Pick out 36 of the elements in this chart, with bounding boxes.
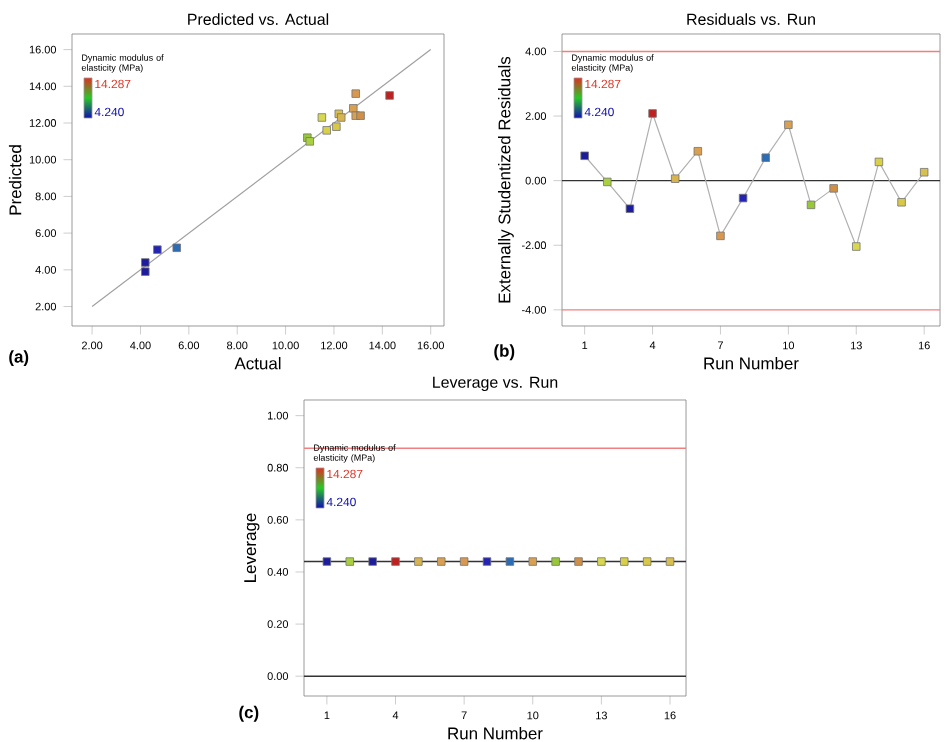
point	[829, 184, 838, 193]
point	[919, 168, 929, 177]
point	[385, 91, 394, 100]
point	[897, 198, 906, 207]
x-axis-title: Run Number	[448, 726, 543, 740]
point	[141, 267, 150, 276]
point	[322, 126, 331, 135]
point	[738, 193, 748, 203]
point	[852, 242, 861, 251]
point	[716, 231, 725, 241]
point	[806, 200, 816, 210]
point	[874, 157, 884, 167]
point	[356, 111, 365, 120]
point	[580, 151, 589, 160]
x-axis-title: Run Number	[704, 356, 799, 370]
y-axis-title: Leverage	[244, 513, 260, 582]
point	[349, 104, 358, 113]
point	[670, 174, 680, 183]
text: (a)	[9, 350, 29, 366]
point	[153, 245, 162, 254]
point	[351, 89, 360, 98]
point	[141, 258, 150, 267]
y-axis-title: Externally Studentized Residuals	[498, 56, 514, 303]
point	[693, 147, 703, 156]
y-axis-title: Predicted	[8, 145, 22, 215]
point	[332, 122, 341, 131]
point	[603, 177, 612, 187]
x-axis-title: Actual	[234, 356, 281, 370]
point	[761, 153, 770, 162]
point	[317, 113, 327, 122]
text: (c)	[239, 705, 259, 722]
point	[648, 109, 657, 118]
point	[172, 243, 181, 253]
text: (b)	[494, 344, 515, 361]
point	[625, 204, 635, 213]
point	[784, 120, 793, 129]
